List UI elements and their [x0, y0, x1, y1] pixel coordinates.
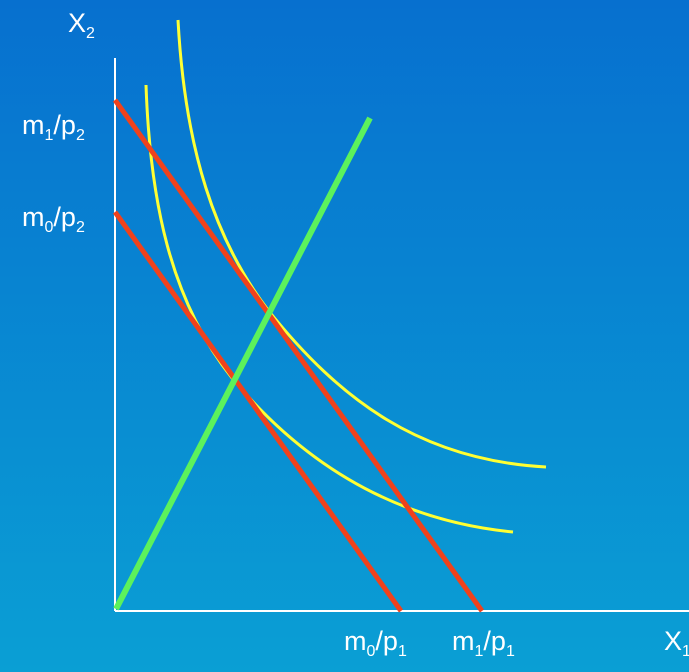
y-intercept-m1-psub: 2: [75, 127, 85, 144]
x-axis-label-sub: 1: [682, 643, 689, 660]
y-intercept-m1-slash: /: [53, 110, 61, 140]
x-intercept-m1-p: p: [490, 626, 506, 656]
x-axis-label-base: X: [664, 626, 683, 656]
x-intercept-m0-m: m: [344, 626, 367, 656]
y-intercept-m1-m: m: [22, 110, 45, 140]
x-intercept-label-m1: m1/p1: [452, 626, 515, 660]
y-intercept-label-m1: m1/p2: [22, 110, 85, 144]
indifference-curve-upper: [176, 19, 547, 469]
budget-line-m0: [112, 210, 404, 613]
x-intercept-label-m0: m0/p1: [344, 626, 407, 660]
budget-line-m1: [112, 98, 485, 613]
x-intercept-m0-psub: 1: [397, 643, 407, 660]
indifference-curve-lower: [144, 84, 514, 534]
y-axis-label: X2: [68, 8, 95, 42]
income-expansion-path: [113, 116, 373, 611]
y-intercept-m1-msub: 1: [44, 127, 54, 144]
y-intercept-m1-p: p: [60, 110, 76, 140]
y-intercept-m0-msub: 0: [44, 219, 54, 236]
y-intercept-label-m0: m0/p2: [22, 202, 85, 236]
y-intercept-m0-psub: 2: [75, 219, 85, 236]
x-intercept-m1-msub: 1: [474, 643, 484, 660]
x-intercept-m0-slash: /: [375, 626, 383, 656]
x-intercept-m0-p: p: [382, 626, 398, 656]
x-intercept-m1-slash: /: [483, 626, 491, 656]
y-axis-label-base: X: [68, 8, 87, 38]
y-intercept-m0-m: m: [22, 202, 45, 232]
x-axis-label: X1: [664, 626, 689, 660]
x-intercept-m1-m: m: [452, 626, 475, 656]
y-intercept-m0-slash: /: [53, 202, 61, 232]
x-intercept-m0-msub: 0: [366, 643, 376, 660]
y-intercept-m0-p: p: [60, 202, 76, 232]
y-axis-label-sub: 2: [86, 25, 95, 42]
x-intercept-m1-psub: 1: [505, 643, 515, 660]
